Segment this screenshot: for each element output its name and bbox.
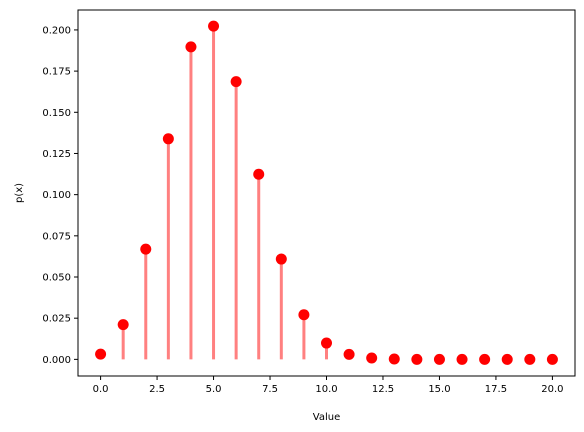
- x-axis-ticks: 0.0 2.5 5.0 7.5 10.0 12.5 15.0 17.5 20.0: [93, 376, 564, 395]
- data-point-7: [253, 168, 265, 180]
- data-point-9: [298, 309, 310, 321]
- data-markers: [95, 20, 558, 365]
- y-tick-label: 0.150: [42, 108, 71, 119]
- y-tick-label: 0.100: [42, 190, 71, 201]
- y-axis-ticks: 0.000 0.025 0.050 0.075 0.100 0.125 0.150 0.175…: [42, 25, 78, 366]
- data-point-20: [546, 353, 558, 365]
- x-axis-label: Value: [313, 412, 340, 423]
- data-point-14: [411, 353, 423, 365]
- plot-background: [78, 10, 575, 376]
- x-tick-label: 15.0: [428, 384, 450, 395]
- data-point-6: [230, 76, 242, 88]
- x-tick-label: 0.0: [93, 384, 109, 395]
- data-point-18: [501, 353, 513, 365]
- data-point-17: [479, 353, 491, 365]
- y-tick-label: 0.075: [42, 231, 71, 242]
- y-tick-label: 0.200: [42, 25, 71, 36]
- data-point-8: [275, 253, 287, 265]
- x-tick-label: 7.5: [262, 384, 278, 395]
- x-tick-label: 5.0: [206, 384, 222, 395]
- data-point-13: [388, 353, 400, 365]
- y-tick-label: 0.025: [42, 314, 71, 325]
- x-tick-label: 10.0: [315, 384, 337, 395]
- y-tick-label: 0.175: [42, 67, 71, 78]
- x-tick-label: 20.0: [541, 384, 563, 395]
- data-point-10: [321, 337, 332, 349]
- data-point-16: [456, 353, 468, 365]
- x-tick-label: 2.5: [149, 384, 165, 395]
- data-point-2: [140, 243, 152, 255]
- data-point-5: [208, 20, 220, 32]
- data-point-3: [162, 133, 174, 145]
- y-tick-label: 0.125: [42, 149, 71, 160]
- y-axis-label: p(x): [14, 183, 25, 203]
- data-point-11: [343, 348, 355, 360]
- data-point-0: [95, 348, 107, 360]
- data-point-19: [524, 353, 536, 365]
- y-tick-label: 0.000: [42, 355, 71, 366]
- data-point-1: [117, 319, 129, 331]
- data-point-15: [433, 353, 445, 365]
- data-point-12: [366, 352, 378, 364]
- y-tick-label: 0.050: [42, 273, 71, 284]
- x-tick-label: 12.5: [372, 384, 394, 395]
- data-point-4: [185, 41, 197, 53]
- x-tick-label: 17.5: [485, 384, 507, 395]
